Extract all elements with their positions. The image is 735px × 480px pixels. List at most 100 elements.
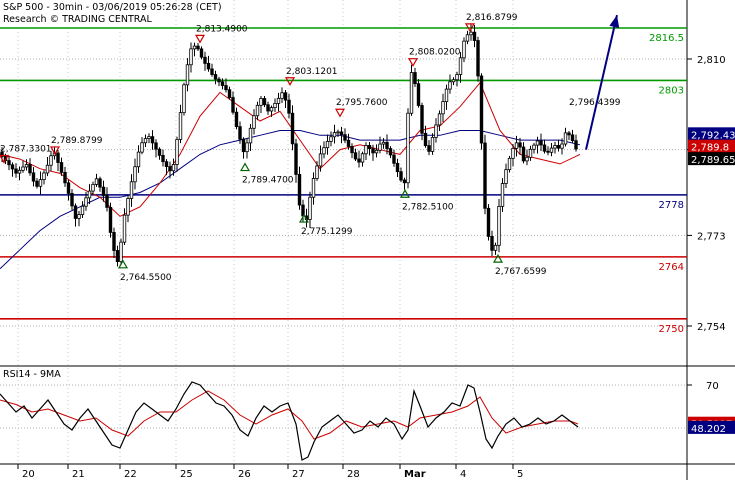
level-label: 2803 <box>659 85 684 96</box>
candle-body <box>315 165 319 179</box>
candle-body <box>14 168 18 174</box>
peak-marker <box>407 58 419 67</box>
candle-body <box>269 107 274 112</box>
candle-body <box>367 145 372 150</box>
trough-marker <box>399 189 411 198</box>
candle-body <box>56 152 60 163</box>
candle-body <box>532 144 536 150</box>
candle-body <box>437 113 442 126</box>
price-box-label: 2,792.43 <box>691 130 735 141</box>
candle-body <box>430 137 435 152</box>
price-box-label: 2,789.8 <box>691 143 729 154</box>
candle-body <box>507 157 512 171</box>
time-axis-ticks: 20 21 22 25 26 27 28 Mar 4 5 <box>17 464 523 480</box>
candle-body <box>458 57 463 75</box>
candle-body <box>308 196 312 220</box>
candle-body <box>17 169 22 174</box>
candle-body <box>168 166 172 172</box>
rsi-tick-label: 70 <box>706 381 719 392</box>
rsi-line <box>0 381 579 461</box>
peak-label: 2,808.0200 <box>409 48 461 58</box>
candle-body <box>42 172 46 181</box>
peak-label: 2,789.8799 <box>51 136 103 146</box>
candle-body <box>406 112 410 184</box>
candle-body <box>490 236 494 251</box>
candle-body <box>136 151 141 168</box>
candle-body <box>336 131 340 134</box>
candle-body <box>500 183 505 207</box>
peak-label: 2,813.4900 <box>196 24 248 34</box>
candle-body <box>378 143 382 151</box>
trough-marker <box>492 253 504 263</box>
candle-body <box>434 124 438 138</box>
rsi-series <box>0 381 579 461</box>
candle-body <box>119 241 123 263</box>
candle-body <box>255 104 260 117</box>
candle-body <box>178 112 183 140</box>
candle-body <box>213 74 218 80</box>
chart-title: S&P 500 - 30min - 03/06/2019 05:26:28 (C… <box>3 2 222 13</box>
candle-body <box>332 132 337 138</box>
candle-body <box>234 111 239 128</box>
trough-label: 2,764.5500 <box>120 273 172 283</box>
candle-body <box>259 98 263 106</box>
candle-body <box>549 147 554 153</box>
trough-label: 2,775.1299 <box>301 227 353 237</box>
candle-body <box>318 153 323 167</box>
candle-body <box>444 88 449 103</box>
candle-body <box>395 162 400 173</box>
forecast-arrow-shaft <box>585 14 618 150</box>
candle-body <box>350 146 354 154</box>
candle-body <box>364 145 368 155</box>
candle-body <box>66 182 71 194</box>
candle-body <box>129 181 134 199</box>
candle-body <box>108 206 113 233</box>
candle-body <box>423 132 428 147</box>
candle-body <box>374 149 379 154</box>
candle-body <box>448 81 452 90</box>
header-backdrop <box>0 0 162 26</box>
candle-body <box>357 158 361 163</box>
candle-body <box>126 198 130 216</box>
candle-body <box>483 142 487 209</box>
price-box-label: 2,789.65 <box>691 155 735 166</box>
candle-body <box>140 142 144 153</box>
candle-body <box>171 164 176 172</box>
candle-body <box>157 148 162 156</box>
candle-body <box>266 104 270 112</box>
time-tick-label: 20 <box>22 469 35 480</box>
level-label: 2816.5 <box>649 33 684 44</box>
candles <box>0 24 578 267</box>
candle-body <box>80 205 85 215</box>
rsi-ma-line <box>0 390 579 440</box>
candle-body <box>574 140 578 150</box>
price-box <box>688 127 735 141</box>
candle-body <box>154 142 158 150</box>
candle-body <box>556 145 561 149</box>
candle-body <box>38 179 43 187</box>
ma-fast <box>0 81 581 217</box>
candle-body <box>518 142 522 148</box>
candle-body <box>203 56 207 64</box>
peak-marker <box>334 108 346 118</box>
candle-body <box>84 197 88 207</box>
time-tick-label: 26 <box>238 469 251 480</box>
candle-body <box>220 81 225 86</box>
candle-body <box>546 150 550 153</box>
candle-body <box>297 174 302 206</box>
ma-fast-line <box>0 81 581 217</box>
candle-body <box>420 105 424 134</box>
candle-body <box>185 64 190 86</box>
candle-body <box>451 79 456 83</box>
peak-marker <box>194 34 206 44</box>
candle-body <box>231 97 235 113</box>
candle-body <box>560 143 564 149</box>
candle-body <box>245 142 249 153</box>
candle-body <box>563 132 568 145</box>
candle-body <box>413 72 417 85</box>
trough-label: 2,767.6599 <box>495 267 547 277</box>
candle-body <box>94 178 99 185</box>
candle-body <box>539 140 543 146</box>
trough-marker <box>117 259 129 269</box>
